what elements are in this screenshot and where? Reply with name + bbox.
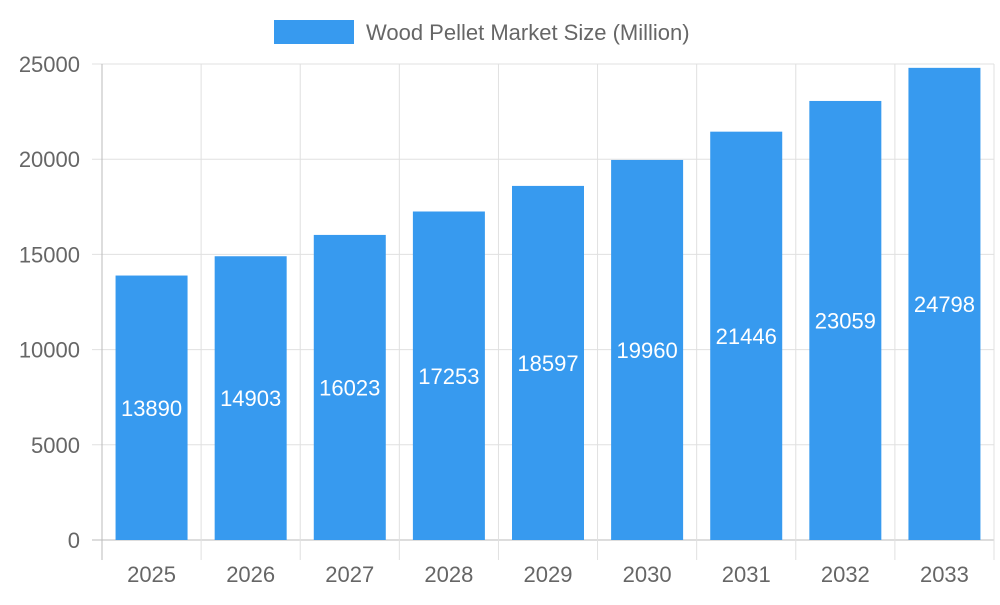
x-tick-label: 2030	[623, 562, 672, 587]
data-label: 17253	[418, 364, 479, 389]
bars: 13890 14903 16023 17253 18597 19960 21446 23059…	[115, 67, 981, 541]
x-tick-label: 2029	[524, 562, 573, 587]
axes: 0 5000 10000 15000 20000 25000 2025 2026 2027 202…	[19, 52, 969, 587]
legend-swatch	[274, 20, 354, 44]
data-label: 21446	[716, 324, 777, 349]
bar	[313, 234, 386, 541]
x-tick-label: 2031	[722, 562, 771, 587]
grid	[92, 63, 995, 560]
y-tick-label: 20000	[19, 147, 80, 172]
bar	[611, 159, 684, 540]
y-tick-label: 0	[68, 528, 80, 553]
bar	[809, 100, 882, 541]
data-label: 13890	[121, 396, 182, 421]
bar	[412, 211, 485, 541]
y-tick-label: 5000	[31, 433, 80, 458]
x-tick-label: 2033	[920, 562, 969, 587]
x-tick-label: 2025	[127, 562, 176, 587]
x-tick-label: 2028	[424, 562, 473, 587]
bar	[710, 131, 783, 541]
data-label: 23059	[815, 308, 876, 333]
legend[interactable]: Wood Pellet Market Size (Million)	[274, 20, 690, 45]
data-label: 19960	[617, 338, 678, 363]
x-tick-label: 2032	[821, 562, 870, 587]
data-label: 16023	[319, 375, 380, 400]
bar	[115, 275, 188, 540]
y-tick-label: 10000	[19, 338, 80, 363]
y-tick-label: 25000	[19, 52, 80, 77]
bar	[214, 256, 287, 540]
bar	[512, 185, 584, 540]
y-tick-label: 15000	[19, 242, 80, 267]
data-label: 18597	[517, 351, 578, 376]
x-tick-label: 2027	[325, 562, 374, 587]
legend-label: Wood Pellet Market Size (Million)	[366, 20, 690, 45]
data-label: 24798	[914, 292, 975, 317]
x-tick-label: 2026	[226, 562, 275, 587]
data-label: 14903	[220, 386, 281, 411]
bar	[908, 67, 981, 541]
